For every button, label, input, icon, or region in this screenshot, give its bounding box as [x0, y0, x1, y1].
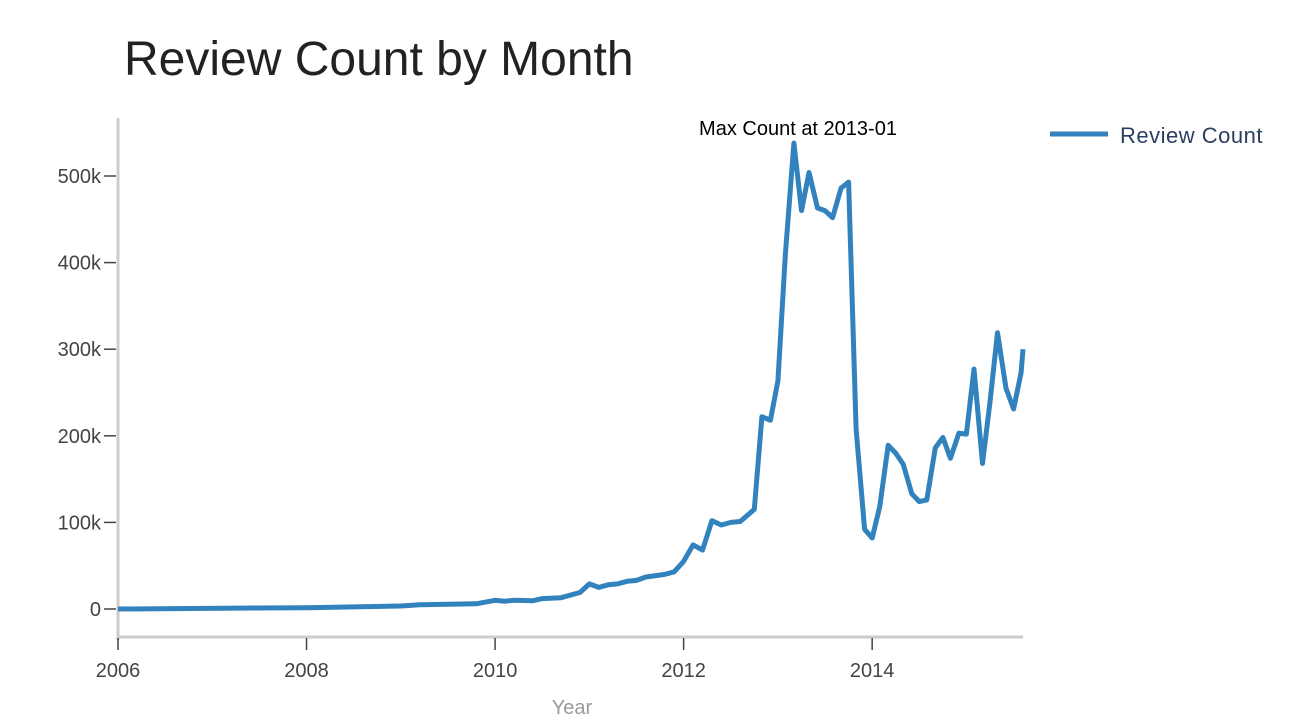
y-tick-label: 400k — [58, 253, 102, 275]
y-tick-label: 100k — [58, 512, 102, 534]
x-tick-label: 2006 — [96, 660, 141, 682]
x-tick-label: 2008 — [284, 660, 329, 682]
y-axis: 0 100k 200k 300k 400k 500k — [58, 118, 120, 640]
x-axis: 2006 2008 2010 2012 2014 — [96, 635, 1023, 682]
chart-title: Review Count by Month — [124, 33, 634, 86]
y-tick-label: 200k — [58, 426, 102, 448]
plot-area — [117, 140, 1026, 612]
legend[interactable]: Review Count — [1050, 123, 1263, 148]
x-tick-label: 2014 — [850, 660, 895, 682]
y-tick-label: 0 — [90, 599, 101, 621]
series-line-review-count[interactable] — [117, 140, 1026, 612]
y-tick-label: 500k — [58, 166, 102, 188]
legend-label-review-count: Review Count — [1120, 123, 1263, 148]
max-annotation: Max Count at 2013-01 — [699, 118, 897, 140]
x-tick-label: 2012 — [661, 660, 706, 682]
y-tick-label: 300k — [58, 339, 102, 361]
x-axis-title: Year — [552, 697, 593, 718]
x-tick-label: 2010 — [473, 660, 518, 682]
